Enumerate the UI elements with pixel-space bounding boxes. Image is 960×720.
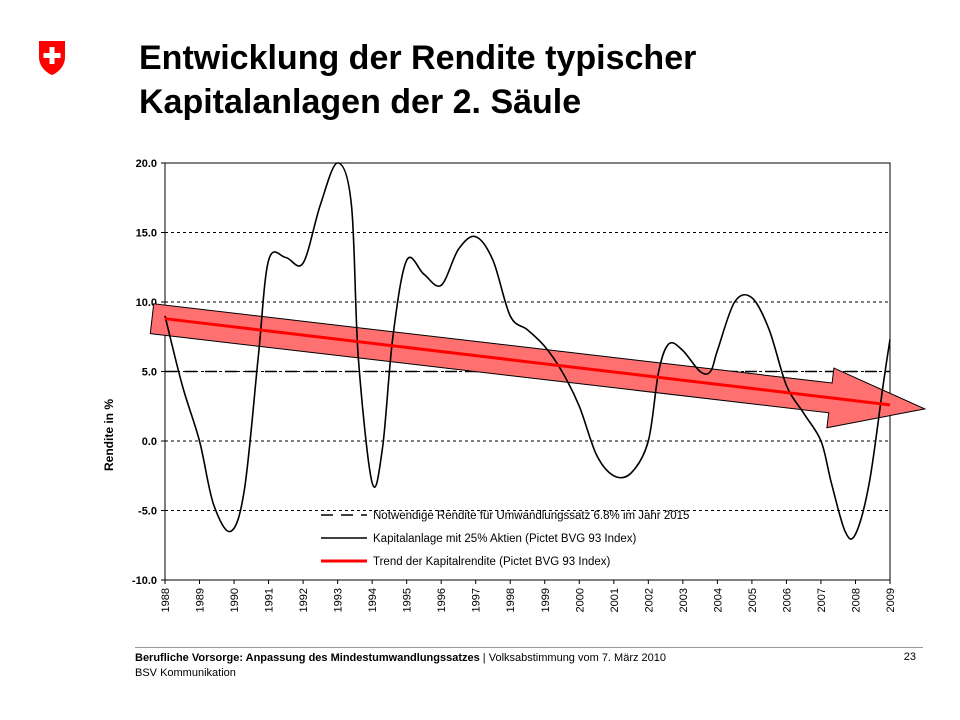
swiss-cross-logo-icon — [39, 41, 65, 75]
legend-label: Kapitalanlage mit 25% Aktien (Pictet BVG… — [373, 533, 637, 545]
y-tick-label: 15.0 — [136, 228, 157, 240]
y-tick-label: -5.0 — [138, 506, 157, 518]
y-tick-label: 0.0 — [142, 436, 157, 448]
x-tick-label: 2005 — [747, 588, 759, 612]
x-tick-label: 2007 — [816, 588, 828, 612]
x-tick-label: 2000 — [574, 588, 586, 612]
page-title: Entwicklung der Rendite typischer Kapita… — [139, 36, 919, 124]
x-tick-label: 2001 — [609, 588, 621, 612]
x-tick-label: 2009 — [885, 588, 897, 612]
x-tick-label: 1996 — [436, 588, 448, 612]
chart-legend: Notwendige Rendite für Umwandlungssatz 6… — [321, 510, 689, 568]
x-tick-label: 2008 — [850, 588, 862, 612]
footer-event: Volksabstimmung vom 7. März 2010 — [488, 652, 667, 664]
x-tick-label: 2003 — [678, 588, 690, 612]
y-tick-label: 10.0 — [136, 297, 157, 309]
footer-topic: Berufliche Vorsorge: Anpassung des Minde… — [135, 652, 480, 664]
x-tick-label: 1994 — [367, 588, 379, 612]
legend-label: Trend der Kapitalrendite (Pictet BVG 93 … — [373, 556, 611, 568]
x-tick-label: 1989 — [195, 588, 207, 612]
x-tick-label: 1990 — [229, 588, 241, 612]
x-tick-label: 1992 — [298, 588, 310, 612]
trend-arrow — [149, 303, 927, 429]
footer: Berufliche Vorsorge: Anpassung des Minde… — [135, 652, 667, 679]
series-portfolio-returns — [164, 162, 891, 540]
y-tick-label: 20.0 — [136, 158, 157, 170]
page-title-line-2: Kapitalanlagen der 2. Säule — [139, 83, 582, 121]
series-trend — [164, 317, 891, 407]
returns-line-chart: 20.0 15.0 10.0 5.0 0.0 -5.0 -10.0 1988 1989 1990… — [102, 158, 927, 612]
x-tick-label: 2006 — [781, 588, 793, 612]
x-tick-label: 1988 — [160, 588, 172, 612]
x-tick-label: 1999 — [540, 588, 552, 612]
x-tick-label: 1993 — [333, 588, 345, 612]
footer-divider — [135, 647, 923, 648]
x-tick-label: 1998 — [505, 588, 517, 612]
y-tick-label: 5.0 — [142, 367, 157, 379]
x-tick-label: 1997 — [471, 588, 483, 612]
x-tick-label: 2002 — [643, 588, 655, 612]
page-title-line-1: Entwicklung der Rendite typischer — [139, 39, 697, 77]
footer-org: BSV Kommunikation — [135, 667, 236, 679]
y-tick-label: -10.0 — [132, 575, 157, 587]
x-tick-label: 1991 — [264, 588, 276, 612]
legend-label: Notwendige Rendite für Umwandlungssatz 6… — [373, 510, 689, 522]
x-tick-label: 1995 — [402, 588, 414, 612]
page-number: 23 — [903, 651, 916, 663]
x-tick-label: 2004 — [712, 588, 724, 612]
y-axis-label: Rendite in % — [102, 399, 116, 471]
